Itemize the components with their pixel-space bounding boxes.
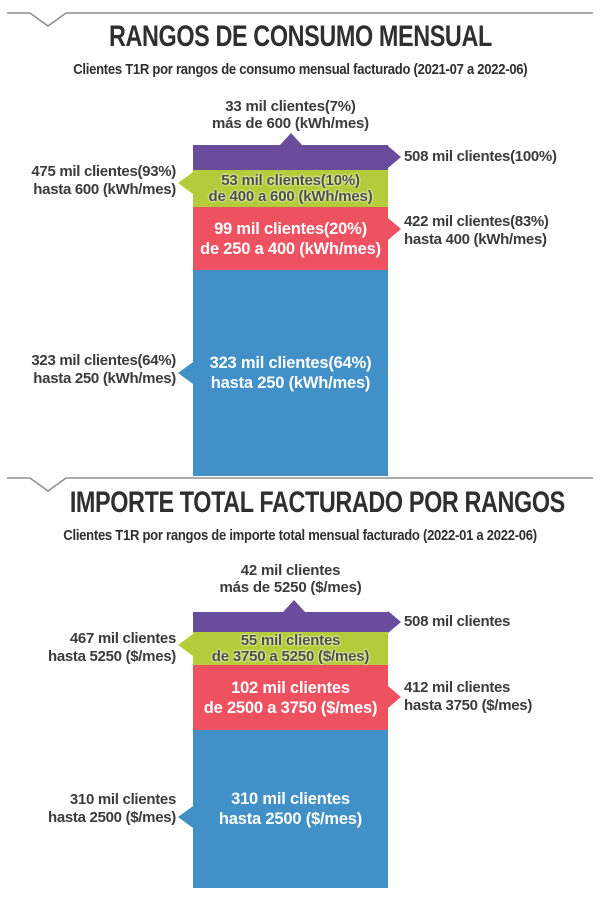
bar-segment-2500-3750: 102 mil clientes de 2500 a 3750 ($/mes) (193, 665, 388, 730)
notch-line-path (7, 477, 593, 492)
segment-label: 323 mil clientes(64%) hasta 250 (kWh/mes… (209, 354, 372, 392)
section-title-importe: IMPORTE TOTAL FACTURADO POR RANGOS (69, 486, 565, 519)
callout-right-total: 508 mil clientes(100%) (404, 148, 557, 165)
arrow-right-icon (388, 146, 401, 168)
callout-left-hasta-600: 475 mil clientes(93%) hasta 600 (kWh/mes… (31, 163, 176, 198)
segment-label: 102 mil clientes de 2500 a 3750 ($/mes) (203, 678, 378, 717)
bar-segment-hasta-250: 323 mil clientes(64%) hasta 250 (kWh/mes… (193, 270, 388, 476)
arrow-left-icon (178, 806, 193, 828)
bar-segment-hasta-2500: 310 mil clientes hasta 2500 ($/mes) (193, 730, 388, 888)
callout-top-range: más de 5250 ($/mes) (219, 579, 362, 596)
divider-notch-line (7, 477, 593, 492)
arrow-left-icon (178, 362, 193, 384)
arrow-up-icon (280, 133, 302, 145)
segment-label: 310 mil clientes hasta 2500 ($/mes) (218, 790, 363, 828)
stacked-bar-importe: 55 mil clientes de 3750 a 5250 ($/mes) 1… (193, 612, 388, 888)
callout-left-hasta-250: 323 mil clientes(64%) hasta 250 (kWh/mes… (31, 352, 176, 387)
callout-right-hasta-3750: 412 mil clientes hasta 3750 ($/mes) (404, 679, 533, 714)
divider-notch-line (7, 12, 593, 27)
bar-segment-mas-de-600 (193, 145, 388, 170)
segment-label: 55 mil clientes de 3750 a 5250 ($/mes) (211, 631, 370, 665)
bar-segment-3750-5250: 55 mil clientes de 3750 a 5250 ($/mes) (193, 632, 388, 665)
stacked-bar-consumo: 53 mil clientes(10%) de 400 a 600 (kWh/m… (193, 145, 388, 476)
callout-right-total: 508 mil clientes (404, 613, 511, 630)
notch-line-path (7, 12, 593, 27)
callout-top-value: 42 mil clientes (240, 562, 341, 579)
arrow-right-icon (388, 686, 401, 708)
callout-left-hasta-5250: 467 mil clientes hasta 5250 ($/mes) (47, 630, 176, 665)
segment-label: 99 mil clientes(20%) de 250 a 400 (kWh/m… (200, 219, 381, 258)
section-subtitle-consumo: Clientes T1R por rangos de consumo mensu… (72, 62, 528, 78)
arrow-left-icon (178, 634, 193, 656)
bar-segment-400-600: 53 mil clientes(10%) de 400 a 600 (kWh/m… (193, 170, 388, 207)
callout-right-hasta-400: 422 mil clientes(83%) hasta 400 (kWh/mes… (404, 213, 549, 248)
arrow-right-icon (388, 218, 401, 240)
arrow-right-icon (388, 611, 401, 633)
section-title-consumo: RANGOS DE CONSUMO MENSUAL (108, 20, 492, 53)
callout-top-importe: 42 mil clientes más de 5250 ($/mes) (100, 562, 481, 596)
bar-segment-mas-de-5250 (193, 612, 388, 632)
callout-top-value: 33 mil clientes(7%) (225, 98, 356, 115)
callout-left-hasta-2500: 310 mil clientes hasta 2500 ($/mes) (47, 791, 176, 826)
arrow-left-icon (178, 172, 193, 194)
bar-segment-250-400: 99 mil clientes(20%) de 250 a 400 (kWh/m… (193, 207, 388, 270)
callout-top-range: más de 600 (kWh/mes) (212, 115, 369, 132)
segment-label: 53 mil clientes(10%) de 400 a 600 (kWh/m… (208, 171, 373, 205)
arrow-up-icon (283, 600, 305, 612)
section-subtitle-importe: Clientes T1R por rangos de importe total… (63, 528, 537, 544)
callout-top-consumo: 33 mil clientes(7%) más de 600 (kWh/mes) (100, 98, 481, 132)
